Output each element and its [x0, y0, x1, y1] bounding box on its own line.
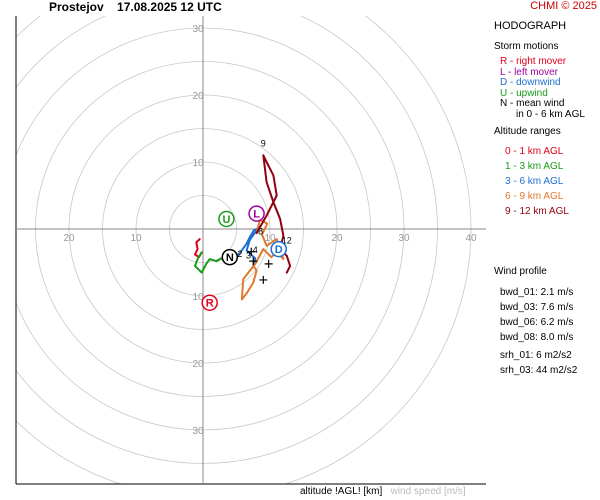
storm-motions-title: Storm motions: [494, 41, 559, 52]
y-tick-label: 20: [192, 359, 204, 370]
altitude-marker: 4: [253, 245, 258, 255]
wind-profile-entry: bwd_06: 6.2 m/s: [500, 317, 574, 328]
altitude-marker: 8: [258, 226, 263, 236]
helicity-entry: srh_03: 44 m2/s2: [500, 365, 578, 376]
altitude-ranges-legend: 0 - 1 km AGL 1 - 3 km AGL 3 - 6 km AGL 6 - …: [505, 144, 569, 219]
footer-labels: altitude !AGL! [km] wind speed [m/s]: [300, 486, 466, 497]
x-tick-label: 20: [63, 233, 75, 244]
cross-marker: [264, 259, 273, 268]
speed-label: wind speed [m/s]: [390, 486, 466, 497]
panel-title: HODOGRAPH: [494, 20, 567, 32]
y-tick-label: 10: [192, 292, 204, 303]
range-ring-35: [16, 16, 438, 464]
altitude-label: altitude !AGL! [km]: [300, 486, 383, 497]
storm-motion-entry: U - upwind: [500, 87, 548, 99]
hodograph-markers: 9 8 12 432 U L N D R: [201, 139, 292, 311]
y-tick-label: 10: [192, 158, 204, 169]
hodograph-traces: [194, 154, 292, 301]
helicity-entry: srh_01: 6 m2/s2: [500, 350, 572, 361]
y-tick-label: 30: [192, 426, 204, 437]
altitude-range-entry: 9 - 12 km AGL: [505, 206, 569, 217]
storm-marker-circle: [248, 205, 265, 222]
station-name: Prostejov: [49, 0, 104, 14]
storm-marker-r: R: [206, 298, 214, 310]
storm-motion-entry: D - downwind: [500, 77, 561, 88]
wind-profile-entry: bwd_08: 8.0 m/s: [500, 332, 574, 343]
storm-motion-entry: R - right mover: [500, 56, 567, 67]
altitude-range-entry: 6 - 9 km AGL: [505, 191, 564, 202]
storm-marker-u: U: [222, 214, 230, 226]
wind-profile-title: Wind profile: [494, 266, 547, 277]
storm-marker-n: N: [226, 252, 234, 264]
x-tick-label: 10: [130, 233, 142, 244]
altitude-range-entry: 3 - 6 km AGL: [505, 176, 564, 187]
storm-marker-d: D: [275, 244, 283, 256]
storm-marker-circle: [270, 240, 287, 258]
x-tick-label: 10: [264, 233, 276, 244]
chart-axes: [15, 16, 486, 485]
altitude-ranges-title: Altitude ranges: [494, 126, 561, 137]
altitude-range-entry: 0 - 1 km AGL: [505, 146, 564, 157]
altitude-marker: 9: [261, 139, 266, 149]
storm-motions-legend: R - right mover L - left mover D - downwin…: [500, 56, 585, 120]
wind-profile-entry: bwd_01: 2.1 m/s: [500, 287, 574, 298]
cross-marker: [247, 247, 256, 256]
chart-header: Prostejov 17.08.2025 12 UTC: [49, 0, 222, 14]
y-tick-label: 20: [192, 91, 204, 102]
x-tick-label: 40: [465, 233, 477, 244]
helicity-list: srh_01: 6 m2/s2 srh_03: 44 m2/s2: [500, 348, 577, 378]
altitude-marker: 2: [237, 249, 242, 259]
storm-marker-l: L: [253, 209, 260, 221]
trace-6-9-km-agl: [240, 218, 285, 301]
storm-motion-entry: N - mean wind: [500, 98, 565, 109]
storm-marker-circle: [221, 248, 239, 266]
trace-9-12-km-agl: [255, 154, 292, 274]
cross-marker: [259, 275, 268, 284]
storm-motion-entry: in 0 - 6 km AGL: [516, 108, 585, 120]
altitude-marker: 3: [246, 250, 251, 260]
storm-motion-entry: L - left mover: [500, 66, 558, 78]
storm-marker-circle: [218, 210, 235, 228]
wind-profile-list: bwd_01: 2.1 m/s bwd_03: 7.6 m/s bwd_06: 6.…: [500, 285, 573, 345]
y-tick-label: 30: [192, 24, 204, 35]
copyright-notice: CHMI © 2025: [530, 0, 597, 12]
forecast-datetime: 17.08.2025 12 UTC: [117, 0, 222, 14]
wind-profile-entry: bwd_03: 7.6 m/s: [500, 302, 574, 313]
x-tick-label: 20: [331, 233, 343, 244]
tick-labels: 20 10 10 20 30 40 10 20 30 10 20 30: [63, 24, 477, 437]
storm-marker-circle: [201, 294, 218, 311]
range-rings: [16, 16, 472, 484]
altitude-range-entry: 1 - 3 km AGL: [505, 161, 564, 172]
altitude-marker: 12: [282, 236, 292, 246]
cross-marker: [249, 257, 258, 266]
x-tick-label: 30: [398, 233, 410, 244]
